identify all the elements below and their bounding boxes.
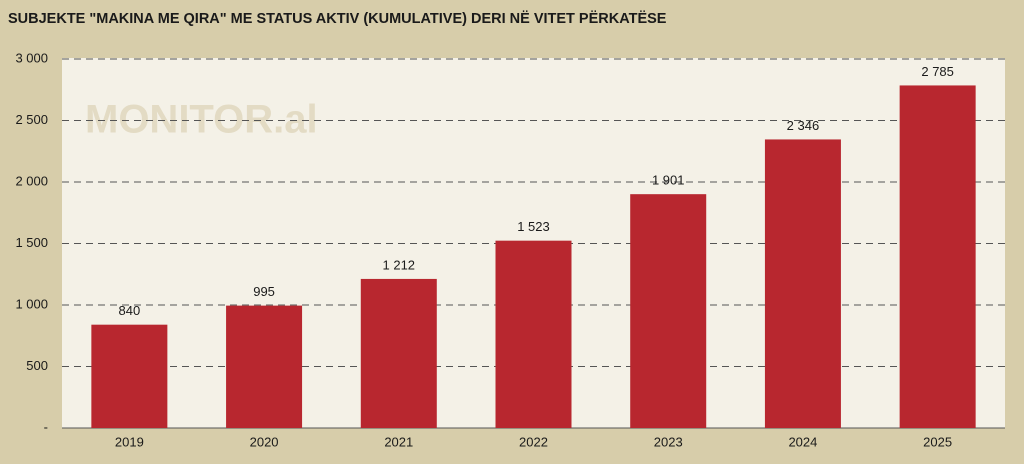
x-tick-label: 2020 — [250, 434, 279, 449]
y-tick-label: 2 500 — [15, 112, 48, 127]
x-tick-label: 2022 — [519, 434, 548, 449]
y-tick-label: - — [44, 419, 48, 434]
bar — [630, 194, 707, 428]
chart-title: SUBJEKTE "MAKINA ME QIRA" ME STATUS AKTI… — [8, 10, 667, 27]
value-label: 840 — [119, 303, 141, 318]
y-tick-label: 1 500 — [15, 235, 48, 250]
y-tick-label: 1 000 — [15, 296, 48, 311]
value-label: 1 523 — [517, 219, 550, 234]
x-tick-label: 2025 — [923, 434, 952, 449]
bar — [91, 324, 168, 428]
watermark: MONITOR.al — [85, 98, 318, 142]
x-tick-label: 2023 — [654, 434, 683, 449]
value-label: 995 — [253, 284, 275, 299]
x-tick-label: 2021 — [384, 434, 413, 449]
y-tick-label: 500 — [26, 358, 48, 373]
bar — [764, 139, 841, 428]
x-tick-label: 2019 — [115, 434, 144, 449]
value-label: 2 346 — [787, 118, 820, 133]
bar — [226, 305, 303, 428]
bar — [899, 85, 976, 428]
y-tick-label: 3 000 — [15, 50, 48, 65]
value-label: 2 785 — [921, 64, 954, 79]
value-label: 1 212 — [383, 257, 416, 272]
y-tick-label: 2 000 — [15, 173, 48, 188]
bar — [360, 278, 437, 428]
x-tick-label: 2024 — [788, 434, 817, 449]
value-label: 1 901 — [652, 173, 685, 188]
bar — [495, 240, 572, 428]
